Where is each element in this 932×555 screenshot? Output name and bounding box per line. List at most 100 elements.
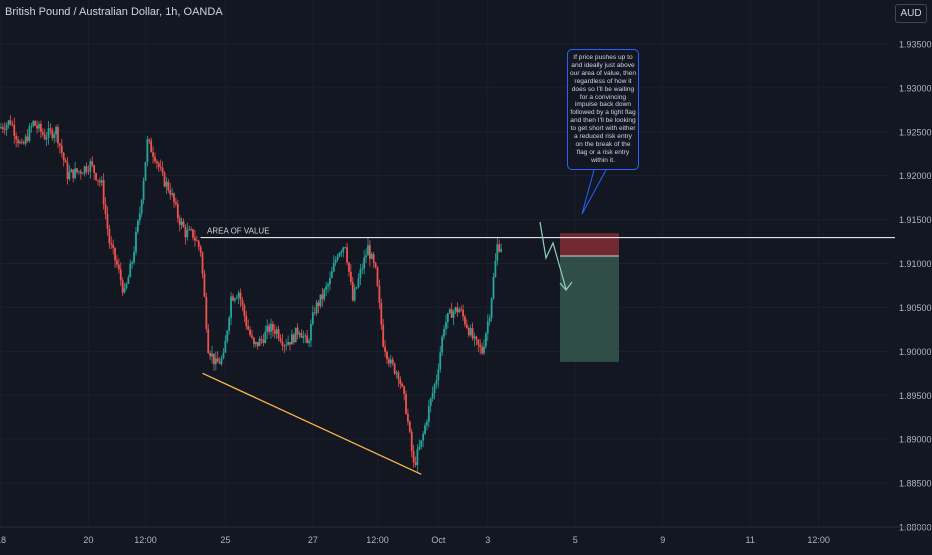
candle-body bbox=[175, 202, 177, 205]
candle-body bbox=[108, 228, 111, 244]
candle-body bbox=[76, 168, 78, 172]
candle-body bbox=[135, 231, 137, 253]
candle-body bbox=[112, 244, 115, 248]
candle-body bbox=[245, 315, 248, 327]
candle-body bbox=[418, 446, 421, 450]
candle-body bbox=[60, 145, 63, 153]
candle-body bbox=[30, 125, 33, 127]
candle-body bbox=[163, 172, 166, 187]
candle-body bbox=[91, 161, 94, 166]
candle-body bbox=[83, 166, 86, 174]
candle-body bbox=[384, 346, 386, 352]
candle-body bbox=[74, 168, 77, 179]
candle-body bbox=[342, 247, 345, 252]
candle-body bbox=[13, 125, 16, 136]
candle-body bbox=[435, 380, 438, 385]
candle-body bbox=[201, 252, 204, 274]
candle-body bbox=[296, 327, 299, 335]
candle-body bbox=[353, 288, 356, 301]
candle-body bbox=[41, 131, 44, 135]
stop-loss-zone[interactable] bbox=[560, 233, 619, 257]
candle-body bbox=[194, 237, 196, 241]
currency-button[interactable]: AUD bbox=[895, 4, 927, 23]
candle-body bbox=[169, 190, 172, 195]
candle-body bbox=[273, 330, 276, 334]
candle-body bbox=[247, 326, 250, 330]
candle-body bbox=[387, 359, 390, 364]
take-profit-zone[interactable] bbox=[560, 256, 619, 362]
time-tick-label: 20 bbox=[83, 535, 93, 545]
candle-body bbox=[81, 173, 84, 175]
candle-body bbox=[15, 135, 18, 140]
candle-body bbox=[416, 449, 419, 465]
candle-body bbox=[93, 165, 96, 174]
candle-body bbox=[214, 358, 217, 365]
candle-body bbox=[7, 120, 10, 125]
candle-body bbox=[178, 218, 181, 225]
candle-body bbox=[95, 173, 97, 180]
candle-body bbox=[363, 257, 366, 269]
candle-body bbox=[192, 229, 194, 238]
candles bbox=[0, 115, 503, 473]
candle-body bbox=[184, 227, 187, 238]
note-callout[interactable]: If price pushes up to and ideally just a… bbox=[567, 49, 639, 170]
candle-body bbox=[165, 181, 168, 187]
candle-body bbox=[452, 311, 455, 318]
candle-body bbox=[36, 125, 38, 129]
candle-body bbox=[446, 313, 449, 323]
candle-body bbox=[207, 328, 210, 354]
candle-body bbox=[271, 323, 274, 331]
candle-body bbox=[298, 333, 301, 335]
candle-body bbox=[104, 204, 107, 214]
candle-body bbox=[378, 285, 381, 303]
candle-body bbox=[45, 137, 48, 140]
candle-body bbox=[211, 353, 213, 357]
candle-body bbox=[323, 289, 326, 300]
candle-body bbox=[205, 296, 208, 329]
candle-body bbox=[24, 136, 27, 144]
candle-body bbox=[426, 421, 428, 426]
candle-body bbox=[407, 413, 409, 422]
candle-body bbox=[484, 333, 487, 347]
candle-body bbox=[249, 329, 251, 336]
candle-body bbox=[469, 328, 472, 336]
candle-body bbox=[403, 386, 406, 394]
candle-body bbox=[117, 264, 120, 270]
candle-body bbox=[226, 330, 229, 341]
candle-body bbox=[9, 120, 12, 125]
candle-body bbox=[176, 204, 179, 219]
candle-body bbox=[241, 300, 244, 306]
candle-body bbox=[317, 302, 320, 307]
price-tick-label: 1.88500 bbox=[899, 479, 932, 489]
price-tick-label: 1.93000 bbox=[899, 83, 932, 93]
time-tick-label: 27 bbox=[308, 535, 318, 545]
candle-body bbox=[72, 169, 75, 179]
candle-body bbox=[462, 309, 464, 317]
candle-body bbox=[232, 296, 234, 301]
candle-body bbox=[0, 127, 2, 129]
candle-body bbox=[38, 123, 40, 129]
candle-body bbox=[127, 277, 130, 284]
candle-body bbox=[351, 281, 354, 301]
projection-path[interactable] bbox=[539, 221, 567, 290]
candle-body bbox=[477, 339, 480, 345]
candle-body bbox=[150, 140, 153, 153]
candle-body bbox=[199, 246, 202, 253]
candle-body bbox=[372, 254, 375, 263]
candle-body bbox=[1, 127, 4, 130]
candle-body bbox=[129, 263, 132, 278]
trendline[interactable] bbox=[202, 372, 422, 475]
price-tick-label: 1.92000 bbox=[899, 171, 932, 181]
candle-body bbox=[330, 271, 333, 278]
candle-body bbox=[311, 312, 314, 324]
candle-body bbox=[473, 336, 476, 339]
candle-body bbox=[479, 344, 482, 347]
candle-body bbox=[382, 324, 385, 347]
candle-body bbox=[146, 139, 149, 162]
candle-body bbox=[87, 171, 90, 173]
candle-body bbox=[97, 179, 99, 181]
candle-body bbox=[59, 143, 61, 146]
candle-body bbox=[186, 230, 189, 238]
